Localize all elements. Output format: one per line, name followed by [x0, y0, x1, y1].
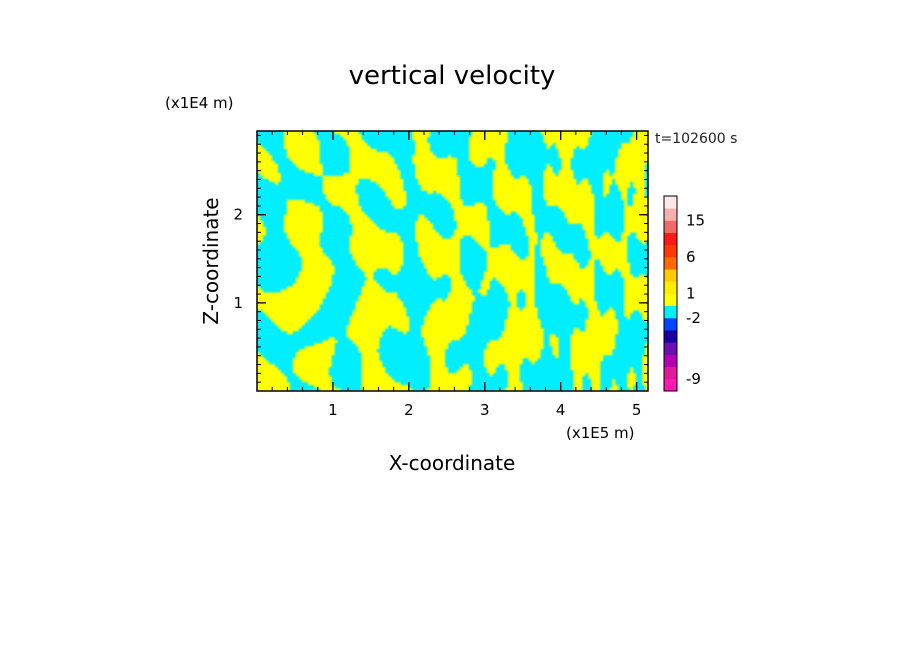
- colorbar-bin: [664, 317, 677, 331]
- y-tick-label: 2: [233, 206, 243, 224]
- colorbar-label: 6: [686, 248, 696, 266]
- axes: 1 2 3 4 5 1 2: [233, 130, 649, 419]
- colorbar-bin: [664, 305, 677, 319]
- colorbar-bin: [664, 269, 677, 282]
- colorbar-bin: [664, 354, 677, 368]
- colorbar-bin: [664, 293, 677, 307]
- colorbar-bin: [664, 196, 677, 209]
- colorbar-bin: [664, 281, 677, 294]
- colorbar-bin: [664, 220, 677, 233]
- x-tick-label: 5: [632, 401, 642, 419]
- x-tick-label: 3: [480, 401, 490, 419]
- y-axis-label: Z-coordinate: [199, 197, 223, 324]
- x-tick-label: 1: [328, 401, 338, 419]
- time-stamp: t=102600 s: [655, 131, 737, 147]
- chart-title: vertical velocity: [349, 61, 556, 91]
- colorbar-label: 1: [686, 285, 696, 303]
- x-tick-label: 4: [556, 401, 566, 419]
- x-tick-label: 2: [404, 401, 414, 419]
- colorbar-label: -2: [686, 309, 701, 327]
- colorbar-frame: [663, 195, 678, 392]
- colorbar-bin: [664, 208, 677, 221]
- x-axis-label: X-coordinate: [389, 451, 516, 475]
- colorbar-bin: [664, 256, 677, 270]
- heatmap-field: [257, 131, 648, 391]
- colorbar: -9 -2 1 6 15: [663, 195, 705, 392]
- plot-frame: [256, 130, 649, 392]
- colorbar-bin: [664, 366, 677, 380]
- colorbar-bin: [664, 244, 677, 258]
- x-unit-label: (x1E5 m): [566, 424, 635, 442]
- colorbar-bin: [664, 342, 677, 355]
- colorbar-label: 15: [686, 211, 705, 229]
- colorbar-bin: [664, 378, 677, 392]
- y-tick-label: 1: [233, 294, 243, 312]
- colorbar-bin: [664, 232, 677, 246]
- colorbar-bin: [664, 330, 677, 343]
- colorbar-label: -9: [686, 370, 701, 388]
- field-image: [257, 131, 648, 391]
- y-unit-label: (x1E4 m): [165, 94, 234, 112]
